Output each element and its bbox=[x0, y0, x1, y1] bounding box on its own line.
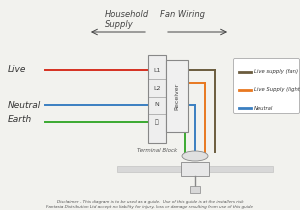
Text: Earth: Earth bbox=[8, 116, 32, 125]
Text: Receiver: Receiver bbox=[175, 82, 179, 110]
Text: Fan Wiring: Fan Wiring bbox=[160, 10, 205, 19]
Text: Terminal Block: Terminal Block bbox=[137, 148, 177, 153]
Text: L1: L1 bbox=[153, 67, 161, 72]
Text: ⏚: ⏚ bbox=[155, 119, 159, 125]
Text: Neutral: Neutral bbox=[254, 105, 273, 110]
FancyBboxPatch shape bbox=[233, 59, 299, 113]
Text: Household: Household bbox=[105, 10, 149, 19]
Text: N: N bbox=[154, 102, 159, 108]
Ellipse shape bbox=[182, 151, 208, 161]
FancyBboxPatch shape bbox=[209, 166, 273, 172]
Text: Disclaimer - This diagram is to be used as a guide.  Use of this guide is at the: Disclaimer - This diagram is to be used … bbox=[46, 200, 253, 209]
FancyBboxPatch shape bbox=[181, 162, 209, 176]
FancyBboxPatch shape bbox=[190, 186, 200, 193]
Text: Neutral: Neutral bbox=[8, 101, 41, 109]
FancyBboxPatch shape bbox=[148, 55, 166, 143]
FancyBboxPatch shape bbox=[166, 60, 188, 132]
Text: Supply: Supply bbox=[105, 20, 134, 29]
Text: Live Supply (light): Live Supply (light) bbox=[254, 88, 300, 92]
FancyBboxPatch shape bbox=[117, 166, 181, 172]
Text: Live supply (fan): Live supply (fan) bbox=[254, 70, 298, 75]
Text: Live: Live bbox=[8, 66, 26, 75]
Text: L2: L2 bbox=[153, 85, 161, 91]
